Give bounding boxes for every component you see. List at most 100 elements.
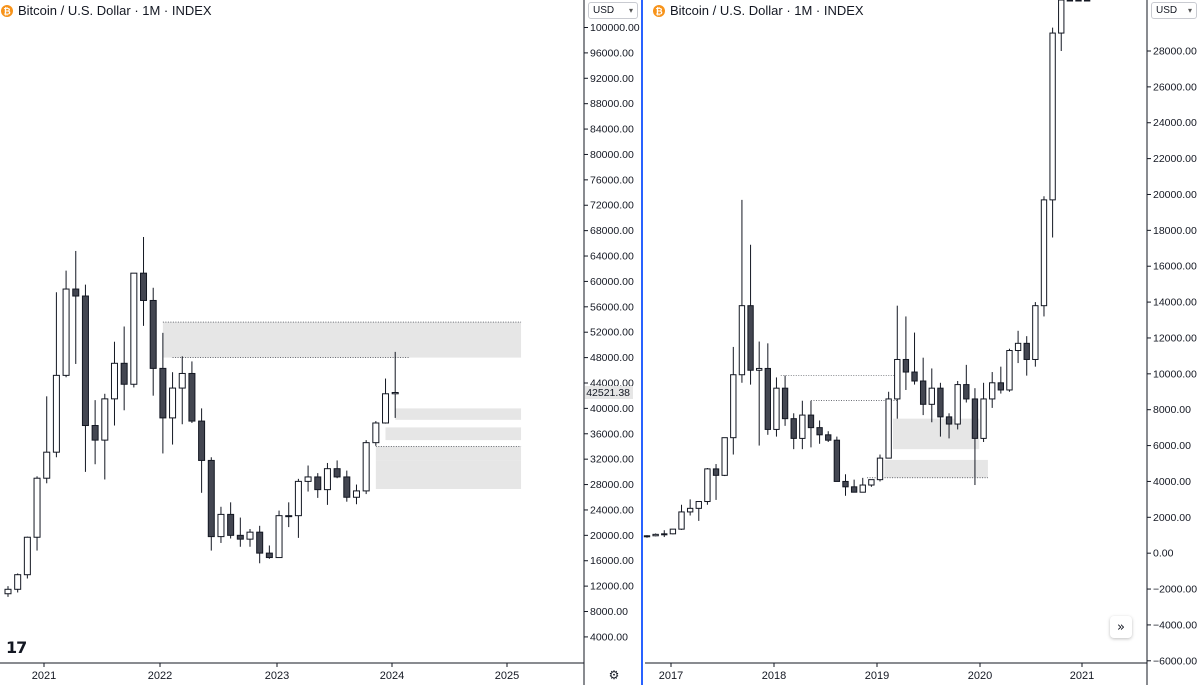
- candle[interactable]: [945, 413, 953, 439]
- candle[interactable]: [159, 332, 167, 454]
- candle[interactable]: [382, 378, 390, 424]
- candle[interactable]: [1066, 0, 1074, 2]
- candle[interactable]: [256, 525, 264, 564]
- candle[interactable]: [227, 502, 235, 539]
- candle[interactable]: [1075, 0, 1082, 2]
- candle[interactable]: [1023, 336, 1030, 376]
- candle[interactable]: [1032, 302, 1039, 367]
- candle[interactable]: [294, 478, 302, 538]
- candle[interactable]: [980, 382, 987, 442]
- candle[interactable]: [868, 479, 875, 487]
- candle[interactable]: [110, 341, 118, 426]
- fvg-zone[interactable]: [395, 408, 522, 420]
- candle[interactable]: [652, 533, 659, 537]
- candle[interactable]: [14, 573, 22, 593]
- candle[interactable]: [842, 474, 849, 496]
- pane-divider[interactable]: [641, 0, 643, 685]
- candle[interactable]: [52, 292, 60, 458]
- candle[interactable]: [825, 431, 832, 442]
- candle[interactable]: [954, 381, 961, 430]
- candle[interactable]: [352, 484, 360, 505]
- candle[interactable]: [747, 244, 754, 385]
- right-chart-panel[interactable]: 28000.00 26000.00 24000.00 22000.00 20000.00…: [643, 0, 1197, 685]
- fvg-zone[interactable]: [884, 459, 988, 478]
- candle[interactable]: [372, 421, 380, 446]
- candle[interactable]: [764, 343, 771, 435]
- candle[interactable]: [902, 316, 910, 390]
- fvg-zone[interactable]: [385, 427, 522, 441]
- double-chevron-right-icon[interactable]: »: [1110, 616, 1132, 638]
- candle[interactable]: [678, 504, 685, 530]
- candle[interactable]: [799, 400, 806, 450]
- left-chart-panel[interactable]: 100000.00 96000.00 92000.00 88000.00 84000.0…: [0, 0, 640, 685]
- candle[interactable]: [721, 437, 728, 477]
- candle[interactable]: [62, 270, 70, 378]
- candle[interactable]: [997, 366, 1005, 394]
- candle[interactable]: [333, 460, 341, 479]
- candle[interactable]: [989, 372, 996, 408]
- right-currency-selector[interactable]: USD ▾: [1151, 2, 1197, 19]
- candle[interactable]: [198, 408, 206, 493]
- candle[interactable]: [816, 420, 823, 444]
- candle[interactable]: [756, 341, 763, 446]
- candle[interactable]: [362, 440, 370, 495]
- candle[interactable]: [275, 510, 283, 559]
- candle[interactable]: [217, 506, 225, 543]
- tradingview-logo[interactable]: 17: [6, 638, 27, 657]
- fvg-zone[interactable]: [162, 322, 522, 358]
- candle[interactable]: [169, 372, 177, 445]
- fvg-zone[interactable]: [892, 418, 980, 450]
- candle[interactable]: [178, 356, 186, 425]
- candle[interactable]: [643, 535, 651, 538]
- candle[interactable]: [773, 377, 780, 437]
- candle[interactable]: [1006, 348, 1013, 392]
- candle[interactable]: [859, 477, 866, 493]
- candle[interactable]: [661, 530, 668, 538]
- candle[interactable]: [43, 396, 51, 484]
- candle[interactable]: [686, 499, 694, 516]
- candle[interactable]: [23, 536, 31, 579]
- candle[interactable]: [285, 502, 293, 528]
- candle[interactable]: [149, 287, 157, 396]
- candle[interactable]: [314, 473, 322, 498]
- candle[interactable]: [894, 305, 901, 419]
- candle[interactable]: [876, 454, 884, 482]
- candle[interactable]: [833, 436, 841, 482]
- candle[interactable]: [246, 528, 254, 547]
- candle[interactable]: [33, 476, 41, 551]
- candle[interactable]: [236, 517, 244, 547]
- candle[interactable]: [669, 528, 677, 535]
- candle[interactable]: [207, 457, 215, 551]
- candle[interactable]: [120, 326, 128, 411]
- candle[interactable]: [265, 545, 273, 559]
- candle[interactable]: [72, 250, 80, 364]
- candle[interactable]: [807, 400, 815, 448]
- candle[interactable]: [937, 382, 944, 437]
- candle[interactable]: [738, 199, 746, 383]
- gear-icon[interactable]: ⚙: [608, 668, 620, 682]
- candle[interactable]: [1058, 0, 1065, 51]
- candle[interactable]: [323, 462, 331, 505]
- candle[interactable]: [130, 272, 138, 388]
- candle[interactable]: [1049, 27, 1056, 238]
- candle[interactable]: [712, 464, 720, 500]
- candle[interactable]: [885, 391, 892, 459]
- left-currency-selector[interactable]: USD ▾: [588, 2, 638, 19]
- candle[interactable]: [343, 470, 351, 502]
- candle[interactable]: [963, 364, 970, 403]
- candle[interactable]: [101, 393, 109, 480]
- fvg-zone[interactable]: [375, 460, 522, 489]
- candle[interactable]: [391, 351, 399, 418]
- candle[interactable]: [971, 388, 979, 486]
- candle[interactable]: [140, 236, 148, 326]
- candle[interactable]: [4, 586, 12, 597]
- candle[interactable]: [91, 400, 99, 465]
- fvg-zone[interactable]: [375, 446, 522, 461]
- candle[interactable]: [781, 375, 789, 426]
- candle[interactable]: [850, 479, 858, 493]
- candle[interactable]: [911, 332, 918, 385]
- candle[interactable]: [730, 346, 737, 455]
- candle[interactable]: [81, 284, 89, 472]
- candle[interactable]: [790, 413, 797, 450]
- candle[interactable]: [695, 501, 702, 521]
